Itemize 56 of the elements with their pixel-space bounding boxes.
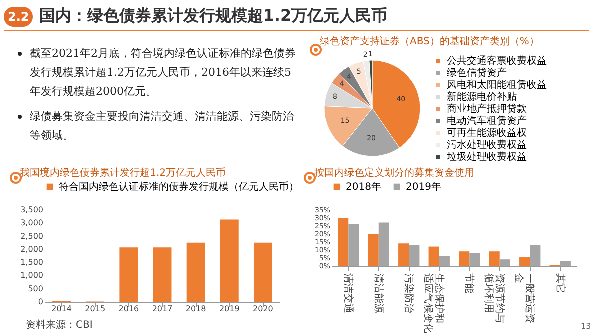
x-tick-label: 资源节约与循环利用 bbox=[482, 274, 506, 324]
x-tick-label: 清洁交通 bbox=[342, 274, 355, 314]
bar bbox=[428, 246, 440, 266]
legend-label: 公共交通客票收费权益 bbox=[447, 55, 547, 67]
y-tick-label: 1,500 bbox=[20, 258, 44, 268]
y-tick-label: 500 bbox=[28, 284, 44, 294]
y-tick-label: 2,000 bbox=[20, 244, 44, 254]
legend-label: 风电和太阳能租赁收益 bbox=[447, 79, 547, 91]
bar bbox=[520, 258, 530, 266]
text: 资料来源：CBI bbox=[26, 318, 93, 332]
x-tick-label: 2018 bbox=[186, 304, 206, 314]
text: 13 bbox=[581, 322, 592, 331]
x-tick-label: 2017 bbox=[152, 304, 173, 314]
y-tick-label: 0 bbox=[38, 298, 44, 306]
bar bbox=[398, 244, 410, 266]
y-tick-label: 3,500 bbox=[20, 206, 44, 214]
bar bbox=[338, 218, 349, 266]
legend-label: 符合国内绿色认证标准的债券发行规模（亿元人民币） bbox=[59, 181, 299, 193]
legend-label: 垃圾处理收费权益 bbox=[446, 151, 527, 163]
x-tick-label: 污染防治 bbox=[403, 274, 416, 314]
y-tick-label: 1,000 bbox=[20, 271, 44, 280]
bar bbox=[254, 242, 272, 302]
legend-label: 新能源电价补贴 bbox=[447, 91, 517, 103]
bar bbox=[186, 242, 206, 302]
x-tick-label: 2016 bbox=[118, 304, 140, 314]
chart-title: 绿色资产支持证券（ABS）的基础资产类别（%） bbox=[320, 36, 540, 48]
text: 2.2 bbox=[4, 6, 34, 26]
x-tick-label: 2015 bbox=[85, 304, 106, 314]
text: 截至2021年2月底，符合境内绿色认证标准的绿色债券发行规模累计超1.2万亿元人民币，2016年以来连续5年发行规模超2000亿元。 bbox=[30, 46, 297, 100]
chart-title: 我国境内绿色债券累计发行超1.2万亿元人民币 bbox=[20, 167, 226, 179]
bar bbox=[489, 252, 500, 266]
x-tick-label: 生态保护和适应气候变化 bbox=[422, 274, 446, 333]
x-tick-label: 节能 bbox=[464, 274, 476, 294]
bar bbox=[153, 248, 172, 302]
bar bbox=[220, 220, 239, 302]
text: 国内：绿色债券累计发行规模超1.2万亿元人民币 bbox=[39, 6, 388, 27]
x-tick-label: 其它 bbox=[554, 274, 566, 294]
legend-label: 2019年 bbox=[406, 181, 442, 193]
x-tick-label: 一般营运资金 bbox=[513, 274, 536, 324]
legend-label: 电动汽车租赁资产 bbox=[447, 115, 527, 127]
chart-title: 按国内绿色定义划分的募集资金使用 bbox=[314, 167, 474, 179]
legend-label: 污水处理收费权益 bbox=[447, 139, 527, 151]
y-tick-label: 3,000 bbox=[20, 218, 44, 228]
legend-label: 商业地产抵押贷款 bbox=[447, 103, 527, 115]
bar bbox=[368, 234, 379, 266]
legend-label: 可再生能源收益权 bbox=[447, 127, 527, 139]
x-tick-label: 2014 bbox=[52, 304, 72, 314]
legend-label: 绿色信贷资产 bbox=[447, 67, 507, 79]
x-tick-label: 2020 bbox=[253, 304, 274, 314]
text: 绿债募集资金主要投向清洁交通、清洁能源、污染防治等领域。 bbox=[30, 109, 295, 144]
bar bbox=[459, 252, 470, 266]
y-tick-label: 2,500 bbox=[20, 232, 44, 241]
legend-label: 2018年 bbox=[346, 181, 382, 193]
x-tick-label: 2019 bbox=[219, 304, 240, 314]
x-tick-label: 清洁能源 bbox=[372, 274, 385, 314]
bar bbox=[120, 248, 138, 302]
